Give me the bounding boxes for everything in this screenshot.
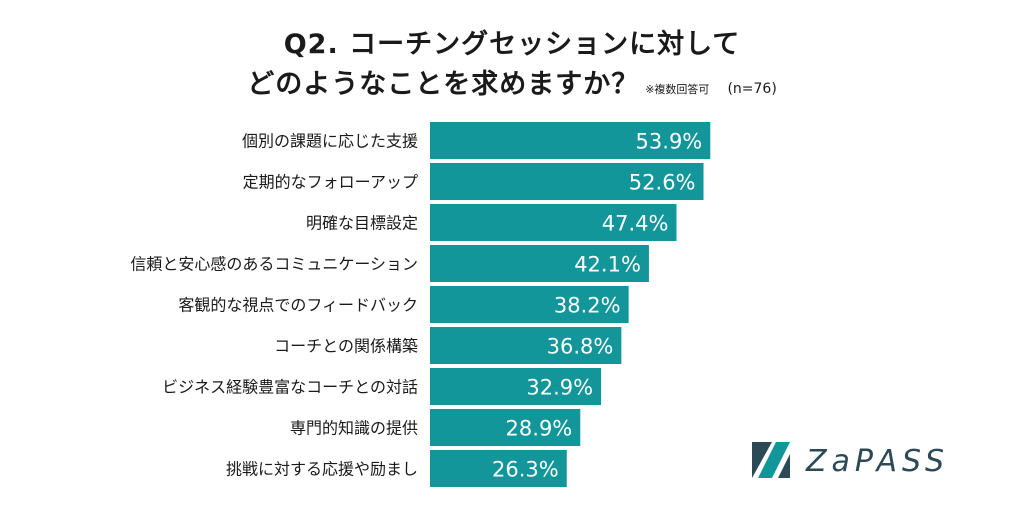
chart-title-line-2: どのようなことを求めますか？ ※複数回答可 (n=76) (0, 62, 1024, 101)
bar (430, 450, 567, 487)
category-label: 個別の課題に応じた支援 (242, 132, 418, 151)
bar (430, 204, 677, 241)
bar (430, 122, 711, 159)
category-label: 信頼と安心感のあるコミュニケーション (130, 255, 418, 274)
value-label: 28.9% (506, 417, 573, 441)
value-label: 36.8% (547, 335, 614, 359)
value-label: 38.2% (554, 294, 621, 318)
value-label: 53.9% (636, 130, 703, 154)
category-label: 定期的なフォローアップ (243, 173, 418, 192)
multiple-answer-note: ※複数回答可 (645, 83, 710, 96)
value-label: 26.3% (492, 458, 559, 482)
zapass-logo-icon (752, 442, 790, 478)
bar (430, 245, 649, 282)
value-label: 42.1% (574, 253, 641, 277)
bar (430, 286, 629, 323)
category-label: 明確な目標設定 (306, 214, 418, 233)
zapass-logo-text: ZaPASS (806, 443, 950, 479)
chart-title-line-1: Q2. コーチングセッションに対して (0, 22, 1024, 61)
value-label: 32.9% (526, 376, 593, 400)
value-label: 52.6% (629, 171, 696, 195)
category-label: ビジネス経験豊富なコーチとの対話 (162, 378, 418, 397)
category-label: 客観的な視点でのフィードバック (178, 296, 418, 315)
category-label: 挑戦に対する応援や励まし (226, 460, 418, 479)
title-text-1: Q2. コーチングセッションに対して (283, 29, 741, 60)
category-label: コーチとの関係構築 (274, 337, 418, 356)
category-label: 専門的知識の提供 (290, 419, 418, 438)
zapass-logo: ZaPASS (748, 438, 949, 484)
bar (430, 327, 622, 364)
value-label: 47.4% (602, 212, 669, 236)
bar (430, 409, 581, 446)
sample-size: (n=76) (727, 81, 777, 97)
bar (430, 163, 704, 200)
title-text-2: どのようなことを求めますか？ (247, 69, 640, 100)
bar (430, 368, 602, 405)
